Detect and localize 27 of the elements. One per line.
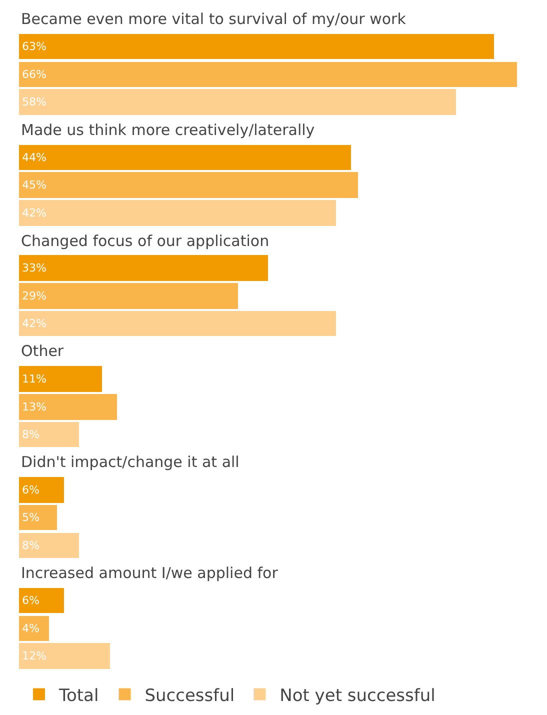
data-label: 58% bbox=[22, 96, 46, 108]
data-label: 63% bbox=[22, 40, 46, 53]
data-label: 11% bbox=[22, 372, 46, 386]
y-tick-label: Became even more vital to survival of my/our work bbox=[21, 10, 406, 28]
legend-label: Total bbox=[58, 686, 99, 706]
data-label: 66% bbox=[22, 68, 46, 81]
y-tick-label: Increased amount I/we applied for bbox=[21, 564, 279, 582]
data-label: 8% bbox=[22, 539, 40, 552]
data-label: 29% bbox=[22, 290, 46, 302]
data-label: 12% bbox=[22, 650, 46, 662]
y-tick-label: Didn't impact/change it at all bbox=[21, 453, 240, 471]
data-label: 13% bbox=[22, 400, 46, 414]
data-label: 42% bbox=[22, 317, 46, 330]
data-label: 8% bbox=[22, 428, 40, 441]
legend-label: Successful bbox=[144, 686, 235, 706]
data-label: 33% bbox=[22, 262, 46, 274]
data-label: 45% bbox=[22, 178, 46, 192]
data-label: 4% bbox=[22, 622, 40, 635]
legend-label: Not yet successful bbox=[280, 686, 436, 706]
data-label: 6% bbox=[22, 484, 40, 496]
y-tick-label: Made us think more creatively/laterally bbox=[21, 121, 315, 139]
data-label: 44% bbox=[22, 151, 46, 164]
y-tick-label: Other bbox=[21, 342, 64, 360]
data-label: 5% bbox=[22, 511, 40, 524]
data-label: 42% bbox=[22, 206, 46, 220]
data-label: 6% bbox=[22, 594, 40, 607]
y-tick-label: Changed focus of our application bbox=[21, 232, 270, 250]
